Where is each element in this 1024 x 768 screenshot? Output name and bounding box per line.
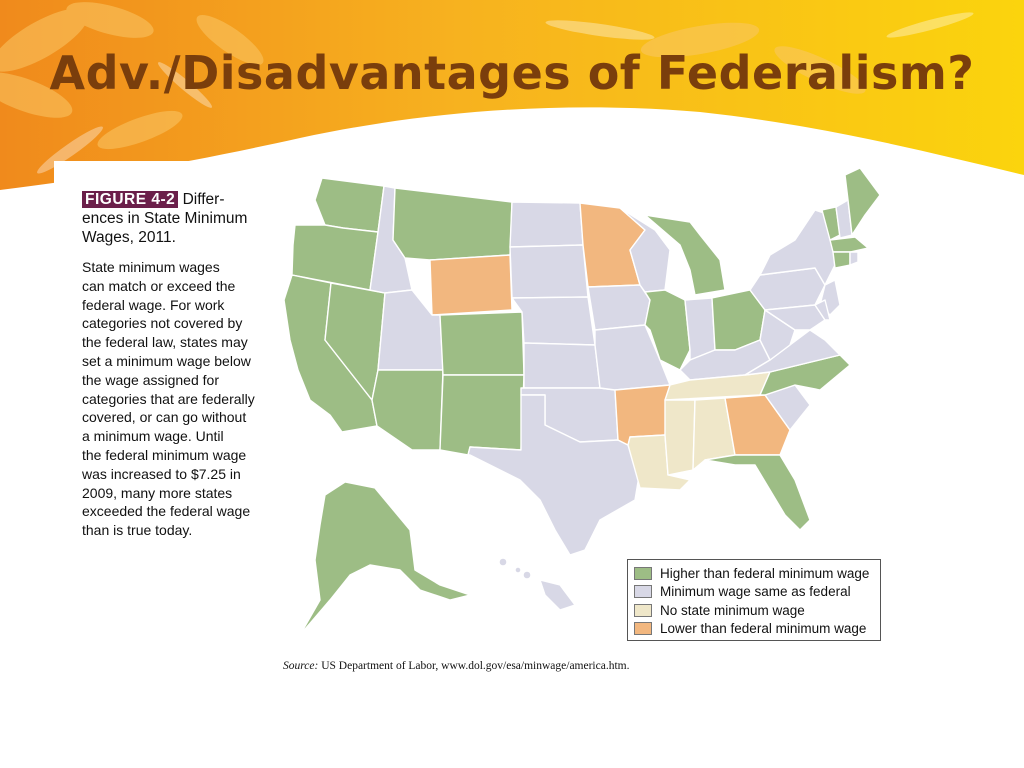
source-label: Source: [283,660,319,672]
state-wa [314,177,385,233]
legend-swatch [634,603,652,617]
header-banner [0,0,1024,190]
state-co [439,311,525,376]
description-line: exceeded the federal wage [82,503,251,520]
state-tx [467,394,641,556]
legend-swatch [634,585,652,599]
description-line: a minimum wage. Until [82,428,224,445]
state-la [627,434,691,491]
state-mt [392,187,513,261]
figure-heading-line3: Wages, 2011. [82,229,176,246]
state-il [644,289,691,371]
description-line: set a minimum wage below [82,352,251,369]
state-fl [704,454,811,531]
figure-heading-line1: Differ- [178,191,225,208]
figure-heading: FIGURE 4-2 Differ- ences in State Minimu… [82,190,272,247]
state-de [814,299,831,321]
legend-swatch [634,622,652,636]
state-nd [509,201,584,248]
state-nm [439,374,525,456]
state-ga [724,394,791,456]
description-line: the federal minimum wage [82,446,247,463]
legend-item-lower: Lower than federal minimum wage [634,620,874,639]
state-mi [644,214,726,296]
map-legend: Higher than federal minimum wage Minimum… [627,559,881,641]
state-hi-island [522,570,532,580]
figure-heading-line2: ences in State Minimum [82,210,248,227]
description-line: than is true today. [82,522,193,539]
legend-label: No state minimum wage [660,602,805,618]
state-sd [509,244,589,299]
description-line: 2009, many more states [82,484,233,501]
description-line: State minimum wages [82,259,220,275]
state-ak [299,481,471,636]
legend-swatch [634,566,652,580]
description-line: the wage assigned for [82,371,219,388]
legend-label: Minimum wage same as federal [660,584,851,600]
state-ne [511,296,596,346]
source-text: US Department of Labor, www.dol.gov/esa/… [318,660,630,672]
legend-label: Higher than federal minimum wage [660,565,870,581]
figure-label: FIGURE 4-2 [82,191,179,208]
figure-source: Source: US Department of Labor, www.dol.… [283,660,629,672]
state-hi-island [498,557,508,567]
state-hi-island [514,566,522,574]
slide-title: Adv./Disadvantages of Federalism? [49,46,975,100]
legend-label: Lower than federal minimum wage [660,621,867,637]
legend-item-none: No state minimum wage [634,601,874,620]
legend-item-higher: Higher than federal minimum wage [634,564,874,583]
state-ri [849,251,859,266]
figure-description: State minimum wages can match or exceed … [82,258,272,540]
state-me [844,167,881,236]
state-ma [829,236,869,253]
state-wy [429,254,513,316]
description-line: can match or exceed the [82,277,236,294]
state-ks [523,342,601,389]
legend-item-same: Minimum wage same as federal [634,583,874,602]
description-line: was increased to $7.25 in [82,465,241,482]
state-az [371,369,444,451]
state-hi [539,579,576,611]
state-ms [664,399,696,476]
us-minimum-wage-map [283,167,881,636]
flower-ornament [0,2,866,150]
state-ia [587,284,651,331]
description-line: categories not covered by [82,315,243,332]
description-line: the federal law, states may [82,334,248,351]
leaf-ornament [37,12,974,174]
state-ct [832,251,851,269]
description-line: categories that are federally [82,390,255,407]
state-in [684,297,716,361]
description-line: federal wage. For work [82,296,225,313]
description-line: covered, or can go without [82,409,247,426]
